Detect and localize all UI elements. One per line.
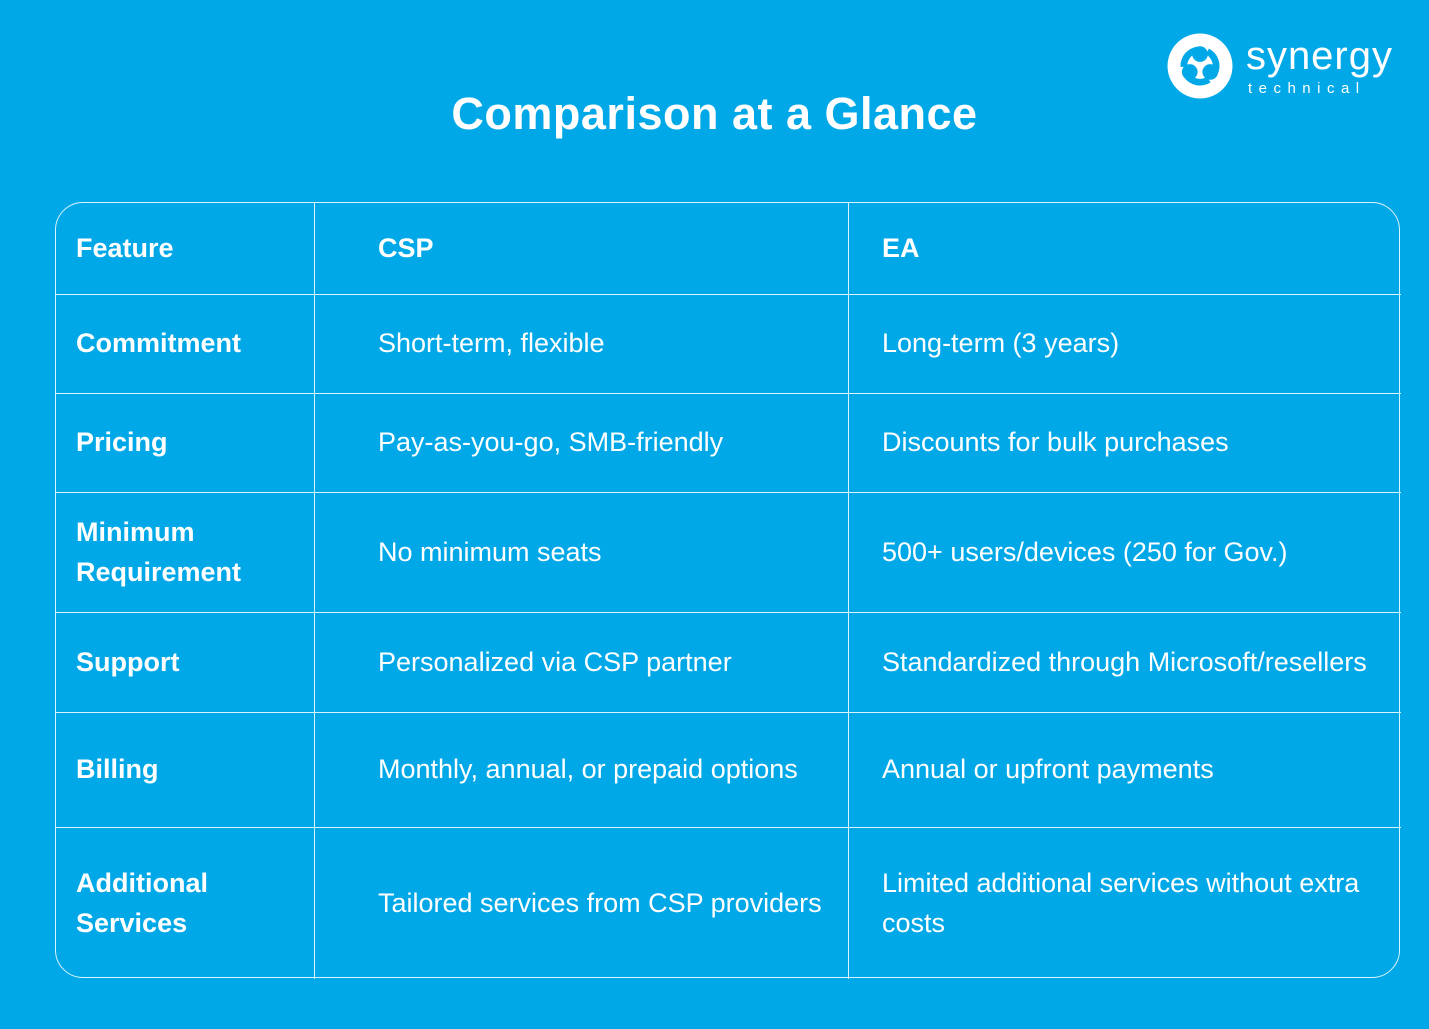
column-header-feature: Feature xyxy=(56,203,315,295)
column-header-ea: EA xyxy=(849,203,1401,295)
logo-text: synergy technical xyxy=(1246,35,1393,97)
row-additional-services-feature: Additional Services xyxy=(56,828,315,979)
row-pricing-csp: Pay-as-you-go, SMB-friendly xyxy=(315,394,849,493)
row-minimum-requirement-ea: 500+ users/devices (250 for Gov.) xyxy=(849,493,1401,613)
row-billing-feature: Billing xyxy=(56,713,315,828)
row-commitment-feature: Commitment xyxy=(56,295,315,394)
row-commitment-ea: Long-term (3 years) xyxy=(849,295,1401,394)
row-additional-services-ea: Limited additional services without extr… xyxy=(882,868,1360,938)
row-commitment-csp: Short-term, flexible xyxy=(315,295,849,394)
row-billing-csp: Monthly, annual, or prepaid options xyxy=(315,713,849,828)
row-support-csp: Personalized via CSP partner xyxy=(315,613,849,713)
row-pricing-feature: Pricing xyxy=(56,394,315,493)
row-minimum-requirement-csp: No minimum seats xyxy=(315,493,849,613)
row-support-feature: Support xyxy=(56,613,315,713)
row-billing-ea: Annual or upfront payments xyxy=(849,713,1401,828)
column-header-csp: CSP xyxy=(315,203,849,295)
logo-tagline: technical xyxy=(1247,80,1366,97)
synergy-swirl-icon xyxy=(1167,33,1233,99)
row-additional-services-csp: Tailored services from CSP providers xyxy=(315,828,849,979)
page-title: Comparison at a Glance xyxy=(451,88,978,139)
row-minimum-requirement-feature: Minimum Requirement xyxy=(56,493,315,613)
synergy-logo: synergy technical xyxy=(1167,33,1393,99)
comparison-table: Feature CSP EA Commitment Short-term, fl… xyxy=(55,202,1401,979)
row-pricing-ea: Discounts for bulk purchases xyxy=(849,394,1401,493)
row-support-ea: Standardized through Microsoft/resellers xyxy=(849,613,1401,713)
logo-name: synergy xyxy=(1245,34,1393,78)
